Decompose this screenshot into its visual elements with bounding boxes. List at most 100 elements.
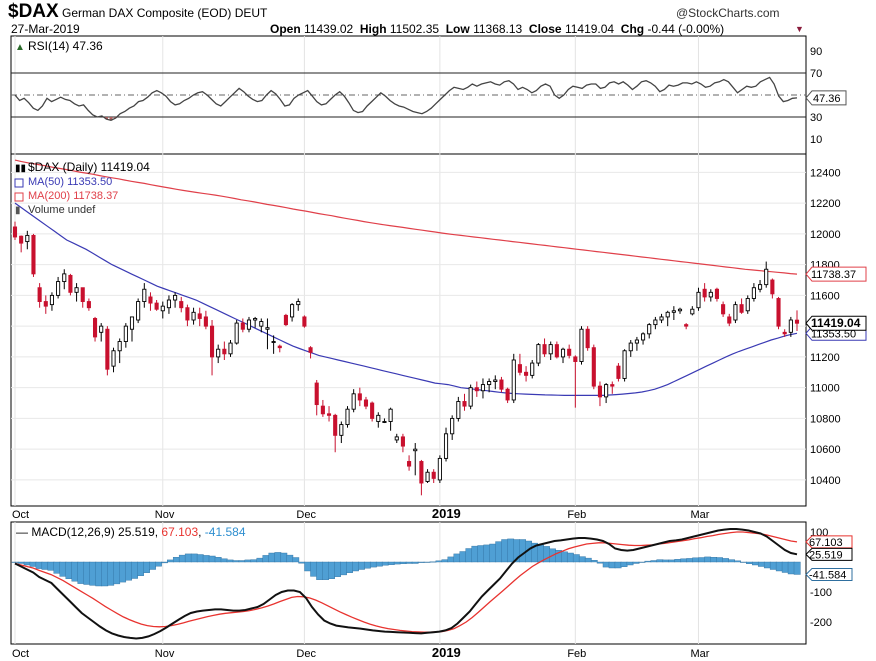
candle bbox=[727, 313, 732, 327]
candle-body bbox=[345, 408, 350, 426]
macd-histogram-bar bbox=[113, 561, 121, 585]
candle-body bbox=[591, 347, 596, 387]
macd-histogram-bar bbox=[316, 561, 324, 580]
macd-histogram-bar bbox=[310, 561, 318, 577]
macd-histogram-bar bbox=[698, 557, 706, 563]
candle-body bbox=[659, 316, 664, 321]
x-tick-label: Nov bbox=[155, 509, 175, 521]
candle-body bbox=[450, 417, 455, 435]
macd-histogram-bar bbox=[29, 561, 37, 567]
candle-body bbox=[191, 311, 196, 321]
macd-histogram-bar bbox=[459, 551, 467, 563]
candle bbox=[462, 393, 467, 411]
macd-histogram-bar bbox=[292, 557, 300, 563]
price-tick-label: 12400 bbox=[810, 167, 841, 179]
quote-date: 27-Mar-2019 bbox=[11, 22, 80, 36]
macd-histogram-bar bbox=[680, 558, 688, 563]
candle bbox=[326, 406, 332, 422]
candle bbox=[407, 455, 412, 471]
macd-histogram-bar bbox=[674, 559, 682, 563]
candle-body bbox=[721, 304, 726, 315]
macd-histogram-bar bbox=[363, 561, 371, 569]
price-legend-item: MA(200) 11738.37 bbox=[28, 190, 118, 202]
candle bbox=[450, 415, 455, 440]
candle-body bbox=[92, 318, 98, 338]
price-tick-label: 10800 bbox=[810, 413, 841, 425]
candle bbox=[474, 381, 479, 397]
macd-legend-swatch: — bbox=[16, 525, 31, 539]
candle-body bbox=[684, 324, 689, 327]
price-legend-item: Volume undef bbox=[28, 204, 96, 216]
macd-histogram-bar bbox=[590, 560, 598, 563]
candle-body bbox=[788, 319, 793, 333]
candle-body bbox=[62, 273, 67, 283]
candle-body bbox=[400, 436, 405, 447]
candle bbox=[308, 346, 313, 359]
candle bbox=[74, 283, 79, 302]
macd-histogram-bar bbox=[220, 558, 228, 563]
candle-body bbox=[542, 344, 547, 355]
candle bbox=[739, 298, 744, 314]
macd-histogram-bar bbox=[286, 554, 294, 563]
candle bbox=[160, 301, 165, 319]
macd-histogram-bar bbox=[566, 552, 574, 563]
brand-watermark[interactable]: @StockCharts.com bbox=[676, 6, 780, 20]
candle bbox=[136, 298, 141, 324]
candle-body bbox=[677, 308, 683, 312]
candle-body bbox=[487, 381, 492, 386]
macd-histogram-bar bbox=[59, 561, 67, 577]
macd-tick-label: -200 bbox=[810, 617, 832, 629]
candle bbox=[246, 316, 252, 333]
candle bbox=[641, 332, 646, 345]
ma50-line bbox=[14, 202, 798, 396]
x-tick-label: Feb bbox=[567, 509, 586, 521]
candle bbox=[517, 353, 522, 376]
candle-body bbox=[524, 371, 529, 376]
macd-histogram-bar bbox=[429, 561, 437, 563]
candle-body bbox=[160, 305, 165, 312]
macd-histogram-bar bbox=[793, 561, 801, 575]
candle-body bbox=[708, 291, 713, 298]
candle bbox=[56, 276, 61, 299]
candle-body bbox=[671, 310, 676, 313]
candle-body bbox=[468, 387, 473, 407]
candle-body bbox=[123, 325, 128, 342]
macd-histogram-bar bbox=[626, 561, 634, 566]
macd-histogram-bar bbox=[369, 561, 377, 568]
candle bbox=[548, 341, 553, 360]
macd-histogram-bar bbox=[417, 561, 425, 563]
price-legend-item: $DAX (Daily) 11419.04 bbox=[28, 160, 150, 174]
candle-body bbox=[407, 461, 412, 467]
candle-body bbox=[782, 331, 787, 335]
candle bbox=[12, 221, 18, 241]
candle-body bbox=[357, 393, 362, 401]
candle bbox=[647, 323, 652, 339]
candle-body bbox=[197, 313, 202, 319]
price-tick-label: 12200 bbox=[810, 198, 841, 210]
rsi-line bbox=[14, 76, 798, 121]
candle bbox=[105, 326, 110, 376]
macd-histogram-bar bbox=[716, 557, 723, 563]
macd-histogram-bar bbox=[787, 561, 795, 575]
candle bbox=[758, 280, 763, 293]
candle-body bbox=[641, 333, 646, 341]
macd-histogram-bar bbox=[507, 538, 515, 563]
candle-body bbox=[480, 384, 486, 392]
candle bbox=[62, 269, 67, 290]
candle bbox=[794, 310, 800, 332]
dropdown-arrow-icon[interactable]: ▼ bbox=[795, 24, 804, 34]
candle bbox=[745, 295, 750, 314]
rsi-current-box bbox=[805, 90, 847, 106]
candle-body bbox=[628, 342, 633, 352]
candle-body bbox=[49, 294, 54, 306]
candle-body bbox=[259, 321, 264, 327]
candle-body bbox=[764, 268, 769, 286]
x-tick-label: 2019 bbox=[432, 645, 461, 660]
candle-body bbox=[554, 344, 559, 358]
candle bbox=[487, 378, 492, 393]
candle-body bbox=[234, 322, 239, 344]
macd-histogram-bar bbox=[172, 557, 180, 563]
macd-histogram-bar bbox=[447, 556, 455, 563]
candle bbox=[597, 381, 603, 407]
candle bbox=[111, 347, 116, 373]
